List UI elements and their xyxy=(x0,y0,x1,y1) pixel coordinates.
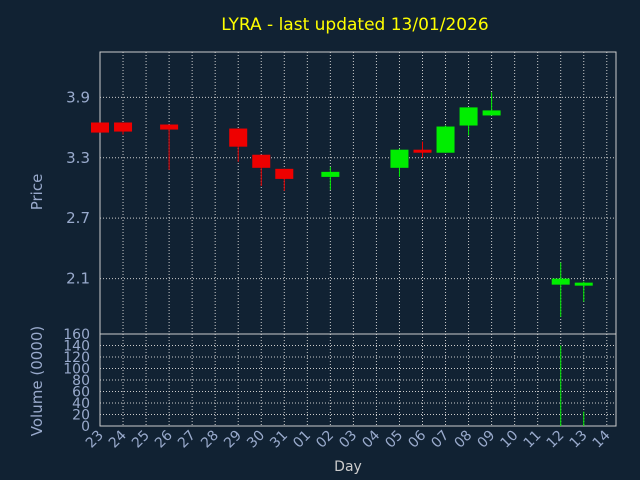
x-tick-label: 09 xyxy=(475,428,499,452)
candle-body xyxy=(436,126,455,153)
candle-body xyxy=(459,107,478,126)
x-tick-label: 26 xyxy=(152,427,176,451)
x-tick-label: 05 xyxy=(382,428,406,452)
candle-body xyxy=(91,122,109,133)
x-tick-label: 04 xyxy=(359,427,383,451)
x-tick-label: 01 xyxy=(290,428,314,452)
candle-body xyxy=(413,149,432,153)
price-panel: 2.1 2.7 3.3 3.9 xyxy=(66,51,617,335)
price-tick-label: 2.1 xyxy=(66,270,90,288)
x-tick-label: 02 xyxy=(313,428,337,452)
x-tick-label: 03 xyxy=(336,428,360,452)
candle-body xyxy=(321,171,340,177)
volume-tick-label: 40 xyxy=(72,396,90,412)
x-tick-label: 27 xyxy=(175,428,199,452)
x-tick-label: 08 xyxy=(451,428,475,452)
candle-body xyxy=(275,168,294,179)
x-axis-ticks: 23 24 25 26 27 28 29 30 31 01 02 03 04 05 06 07 08 09 10 11… xyxy=(83,427,614,451)
candle-body xyxy=(114,122,133,132)
chart-title: LYRA - last updated 13/01/2026 xyxy=(221,15,488,35)
candles xyxy=(91,92,593,317)
volume-bars xyxy=(560,345,585,426)
candle-body xyxy=(574,282,593,286)
x-tick-label: 12 xyxy=(544,428,568,452)
candle-body xyxy=(160,124,179,130)
x-tick-label: 25 xyxy=(129,428,153,452)
x-tick-label: 14 xyxy=(590,427,614,451)
price-tick-label: 2.7 xyxy=(66,209,90,227)
x-tick-label: 28 xyxy=(198,428,222,452)
x-tick-label: 30 xyxy=(244,428,268,452)
price-frame xyxy=(99,51,617,335)
x-tick-label: 13 xyxy=(567,428,591,452)
x-tick-label: 10 xyxy=(498,428,522,452)
volume-tick-label: 0 xyxy=(81,419,90,435)
volume-tick-label: 100 xyxy=(63,362,90,378)
x-tick-label: 24 xyxy=(106,427,130,451)
candle-body xyxy=(390,149,409,168)
candle-body xyxy=(482,110,501,116)
price-axis-label: Price xyxy=(28,174,46,211)
x-axis-label: Day xyxy=(334,459,362,475)
volume-tick-label: 80 xyxy=(72,373,90,389)
volume-tick-label: 160 xyxy=(63,327,90,343)
price-tick-label: 3.9 xyxy=(66,88,90,106)
candle-body xyxy=(229,128,248,147)
price-tick-label: 3.3 xyxy=(66,149,90,167)
x-tick-label: 31 xyxy=(267,428,291,452)
volume-axis-label: Volume (0000) xyxy=(28,326,46,436)
candle-body xyxy=(551,278,570,285)
candle-body xyxy=(252,154,271,168)
x-tick-label: 06 xyxy=(405,427,429,451)
x-tick-label: 11 xyxy=(521,428,545,452)
volume-tick-label: 60 xyxy=(72,385,90,401)
volume-tick-label: 120 xyxy=(63,350,90,366)
volume-tick-label: 140 xyxy=(63,339,90,355)
volume-tick-label: 20 xyxy=(72,408,90,424)
x-tick-label: 07 xyxy=(428,428,452,452)
x-tick-label: 29 xyxy=(221,428,245,452)
